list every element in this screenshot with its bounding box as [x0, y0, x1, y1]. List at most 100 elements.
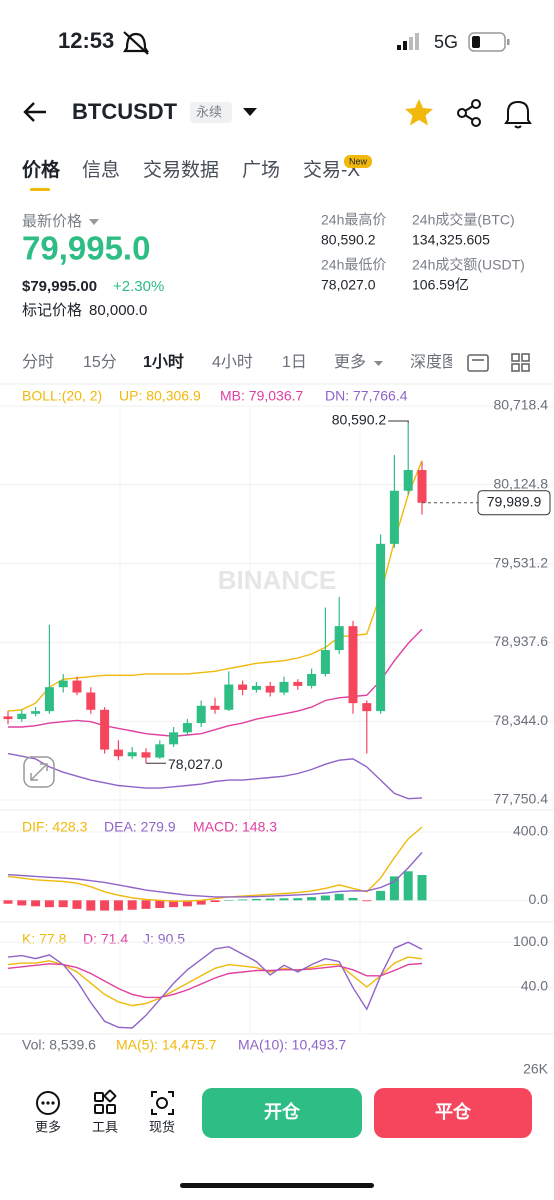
indicator-legend: MB: 79,036.7 [220, 388, 303, 404]
candle-body [403, 470, 413, 491]
share-button[interactable] [457, 99, 481, 127]
close-position-button[interactable] [374, 1088, 532, 1138]
indicator-legend: K: 77.8 [22, 931, 67, 947]
interval-option[interactable]: 分时 [22, 353, 54, 371]
spot-icon[interactable] [151, 1091, 174, 1115]
symbol-dropdown[interactable] [243, 108, 257, 116]
expand-button[interactable] [23, 756, 55, 788]
macd-bar [86, 900, 96, 911]
indicator-line [7, 956, 423, 1007]
candle-body [86, 692, 96, 710]
tab[interactable]: 广场 [242, 159, 280, 181]
macd-bar [169, 900, 179, 908]
toolbar-label[interactable]: 工具 [92, 1119, 118, 1134]
candle-body [58, 680, 68, 688]
stats-grid: 24h最高价 80,590.2 24h成交量(BTC) 134,325.605 24h最… [321, 212, 525, 293]
macd-bar [3, 900, 13, 904]
candle-body [265, 685, 275, 693]
last-price-tag: 79,989.9 [487, 493, 542, 509]
indicator-legend: BOLL:(20, 2) [22, 388, 102, 404]
symbol[interactable]: BTCUSDT [72, 99, 178, 124]
tab[interactable]: 信息 [82, 159, 120, 181]
price-type-dropdown[interactable] [89, 219, 99, 225]
candle-body [251, 685, 261, 690]
candle-body [293, 681, 303, 686]
macd-bar [17, 900, 27, 906]
macd-bar [320, 895, 330, 901]
macd-bar [348, 897, 358, 901]
interval-option[interactable]: 15分 [83, 353, 117, 371]
candle-body [113, 749, 123, 757]
candle-body [127, 752, 137, 757]
open-position-button[interactable] [202, 1088, 362, 1138]
close-position-text[interactable]: 平仓 [435, 1101, 472, 1122]
contract-type: 永续 [196, 104, 222, 119]
interval-bar: 分时 15分 1小时 4小时 1日 更多 深度图 [22, 353, 458, 371]
indicator-legend: J: 90.5 [143, 931, 185, 947]
volume-tick: 26K [523, 1061, 549, 1077]
indicator-legend: MA(10): 10,493.7 [238, 1037, 346, 1053]
indicator-line [7, 941, 423, 1029]
y-tick-label: 40.0 [521, 978, 548, 994]
interval-option[interactable]: 1日 [282, 354, 307, 371]
stat-label: 24h成交量(BTC) [412, 212, 515, 228]
candle-body [279, 681, 289, 693]
mark-price: 80,000.0 [89, 302, 147, 319]
more-icon[interactable] [36, 1091, 60, 1115]
macd-bar [100, 900, 110, 911]
macd-bar [389, 876, 399, 901]
interval-option[interactable]: 深度图 [410, 353, 458, 371]
macd-bar [417, 874, 427, 901]
macd-bar [238, 899, 248, 901]
candle-body [362, 703, 372, 712]
back-button[interactable] [23, 102, 46, 122]
candle-body [17, 713, 27, 720]
indicator-line [7, 962, 423, 999]
interval-option[interactable]: 1小时 [143, 353, 184, 371]
candle-body [307, 673, 317, 686]
stat-label: 24h最高价 [321, 212, 386, 228]
watermark: BINANCE [218, 565, 336, 595]
macd-bar [265, 898, 275, 901]
toolbar: 更多 工具 现货 [35, 1119, 175, 1134]
favorite-star[interactable] [405, 99, 433, 126]
battery-icon [468, 32, 510, 52]
macd-bar [334, 893, 344, 901]
candle-body [72, 680, 82, 693]
toolbar-label[interactable]: 更多 [35, 1119, 61, 1134]
candle-body [31, 711, 41, 714]
low-label: 78,027.0 [168, 756, 223, 772]
more-dropdown[interactable] [374, 361, 383, 366]
candle-body [224, 684, 234, 710]
tab[interactable]: 交易数据 [143, 159, 219, 181]
toolbar-label[interactable]: 现货 [149, 1119, 175, 1134]
y-tick-label: 78,937.6 [494, 633, 549, 649]
stat-value: 134,325.605 [412, 232, 490, 248]
alert-bell[interactable] [504, 100, 532, 129]
y-tick-label: 78,344.0 [494, 712, 549, 728]
y-tick-label: 80,124.8 [494, 476, 549, 492]
y-tick-label: 400.0 [513, 823, 548, 839]
mute-icon [122, 31, 150, 55]
indicator-legend: DN: 77,766.4 [325, 388, 408, 404]
y-tick-label: 0.0 [529, 891, 549, 907]
macd-bar [307, 897, 317, 901]
tab[interactable]: 价格 [22, 158, 61, 181]
open-position-text[interactable]: 开仓 [264, 1101, 301, 1122]
interval-option[interactable]: 4小时 [212, 353, 253, 371]
macd-bar [279, 898, 289, 901]
indicator-legend: D: 71.4 [83, 931, 128, 947]
macd-bar [251, 898, 261, 901]
chart-settings-icons[interactable] [467, 353, 530, 372]
chart-marks: 80,590.2 78,027.0 79,989.9 [3, 412, 551, 1029]
macd-bar [403, 871, 413, 901]
indicator-line [7, 852, 423, 898]
y-tick-label: 77,750.4 [494, 791, 549, 807]
macd-bar [58, 900, 68, 908]
tools-icon[interactable] [94, 1089, 117, 1114]
candle-body [3, 716, 13, 720]
candle-body [376, 543, 386, 712]
interval-option[interactable]: 更多 [334, 353, 366, 371]
macd-bar [362, 900, 372, 902]
indicator-line [7, 826, 423, 902]
